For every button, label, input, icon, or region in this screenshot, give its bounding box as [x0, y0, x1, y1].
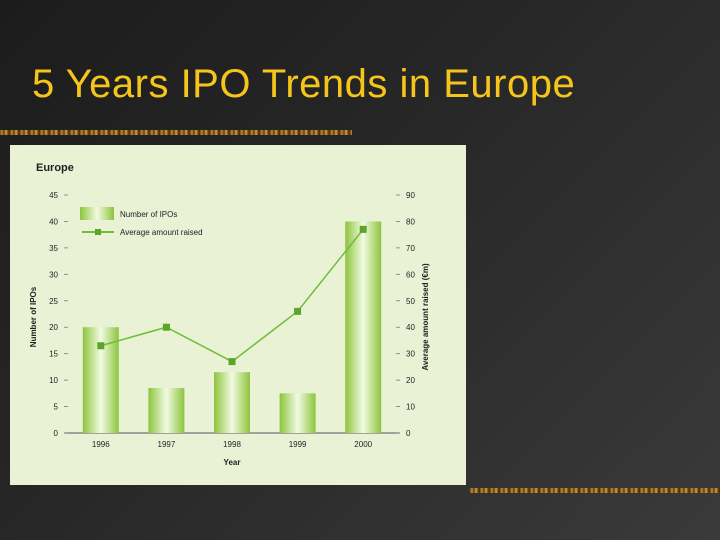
- right-tick-label: 30: [406, 350, 415, 359]
- ipo-chart: Europe Number of IPOs Average amount rai…: [29, 162, 430, 467]
- decorative-rule-bottom: [470, 488, 720, 493]
- slide-title: 5 Years IPO Trends in Europe: [32, 62, 576, 106]
- decorative-rule-top: [0, 130, 352, 135]
- bar-1997: [148, 388, 185, 433]
- left-tick-label: 45: [49, 191, 58, 200]
- x-tick-label: 1997: [158, 440, 176, 449]
- right-tick-label: 50: [406, 297, 415, 306]
- x-tick-label: 1998: [223, 440, 241, 449]
- right-tick-label: 20: [406, 376, 415, 385]
- amount-point-2000: [359, 225, 367, 233]
- right-tick-label: 60: [406, 270, 415, 279]
- left-tick-label: 15: [49, 350, 58, 359]
- left-axis-label: Number of IPOs: [29, 286, 38, 347]
- left-tick-label: 40: [49, 217, 58, 226]
- bar-1999: [279, 393, 316, 433]
- right-tick-label: 80: [406, 217, 415, 226]
- chart-panel: Europe Number of IPOs Average amount rai…: [10, 145, 466, 485]
- amount-line: [100, 228, 364, 363]
- chart-title: Europe: [36, 162, 74, 174]
- legend-bar-swatch: [80, 207, 114, 220]
- amount-point-1996: [97, 342, 105, 350]
- left-tick-label: 20: [49, 323, 58, 332]
- legend: Number of IPOs Average amount raised: [80, 207, 203, 237]
- legend-label-ipos: Number of IPOs: [120, 210, 177, 219]
- amount-point-1999: [294, 307, 302, 315]
- right-tick-label: 40: [406, 323, 415, 332]
- left-tick-label: 5: [54, 403, 59, 412]
- right-axis-label: Average amount raised (€m): [421, 263, 430, 371]
- left-tick-label: 25: [49, 297, 58, 306]
- x-tick-label: 1996: [92, 440, 110, 449]
- right-tick-label: 0: [406, 429, 411, 438]
- amount-point-1997: [162, 323, 170, 331]
- right-tick-label: 70: [406, 244, 415, 253]
- plot-area: 0 0 5 10 10 20 15 30 20 40 25 50 30 60 35 70 40 80 45 90 199…: [49, 191, 415, 449]
- x-tick-label: 1999: [289, 440, 307, 449]
- bar-1998: [214, 372, 250, 433]
- left-tick-label: 35: [49, 244, 58, 253]
- left-tick-label: 10: [49, 376, 58, 385]
- amount-point-1998: [228, 358, 236, 366]
- x-axis-label: Year: [224, 458, 241, 467]
- right-tick-label: 10: [406, 403, 415, 412]
- bar-2000: [345, 221, 382, 433]
- left-tick-label: 0: [54, 429, 59, 438]
- left-tick-label: 30: [49, 270, 58, 279]
- right-tick-label: 90: [406, 191, 415, 200]
- legend-label-amount: Average amount raised: [120, 228, 203, 237]
- legend-marker-swatch: [95, 229, 101, 235]
- x-tick-label: 2000: [354, 440, 372, 449]
